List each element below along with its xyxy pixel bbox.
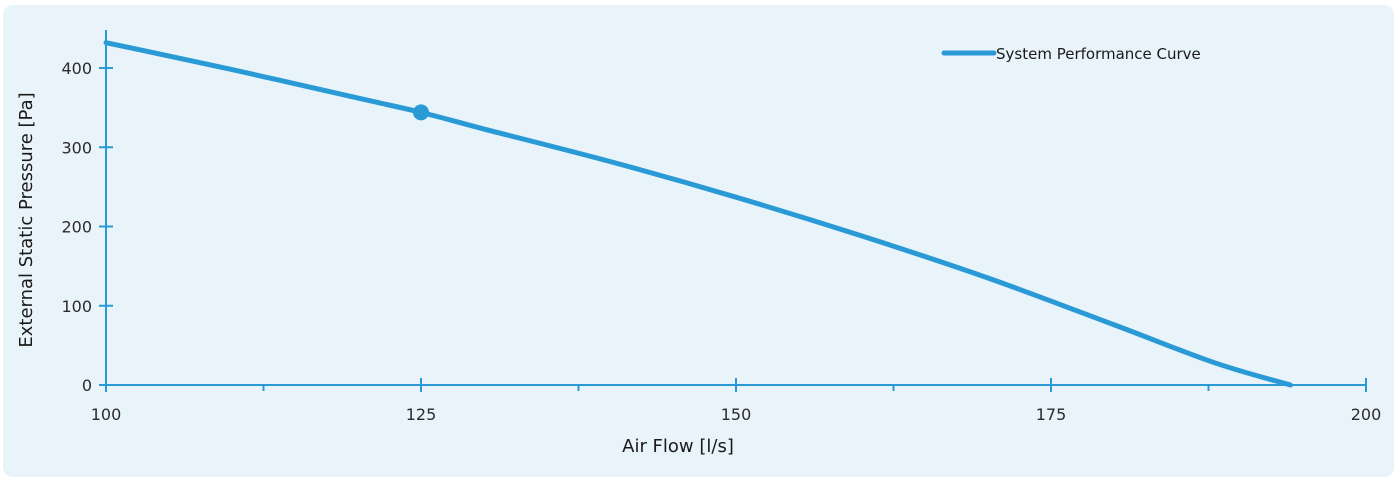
legend-label: System Performance Curve <box>996 45 1201 63</box>
chart-panel <box>3 5 1394 477</box>
x-axis-title: Air Flow [l/s] <box>622 436 734 457</box>
x-tick-label: 125 <box>406 405 437 424</box>
series-line <box>103 40 1293 388</box>
y-tick-label: 400 <box>61 59 92 78</box>
series-layer <box>103 40 1293 388</box>
operating-point-marker <box>413 104 429 121</box>
y-tick-label: 0 <box>82 376 92 395</box>
x-tick-label: 150 <box>721 405 752 424</box>
x-tick-label: 200 <box>1351 405 1382 424</box>
x-tick-label: 100 <box>91 405 122 424</box>
y-tick-label: 200 <box>61 218 92 237</box>
y-tick-label: 300 <box>61 138 92 157</box>
legend: System Performance Curve <box>941 45 1201 63</box>
axis-ticks: 100 125 150 175 200 0 100 200 300 400 <box>61 59 1381 424</box>
y-tick-label: 100 <box>61 297 92 316</box>
x-tick-label: 175 <box>1036 405 1067 424</box>
y-axis-title: External Static Pressure [Pa] <box>16 92 37 347</box>
